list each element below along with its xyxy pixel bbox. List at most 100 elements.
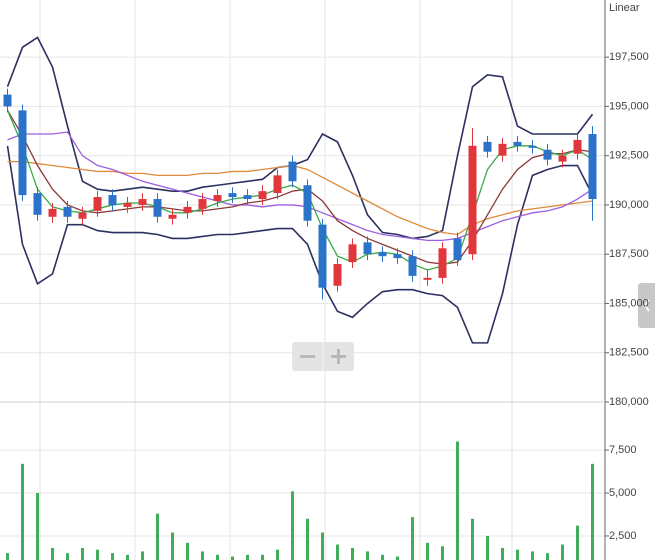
volume-bar: [441, 546, 444, 560]
candle-body: [93, 197, 102, 211]
volume-bar: [471, 518, 474, 560]
candle-body: [183, 206, 192, 213]
volume-bar: [111, 553, 114, 560]
volume-bar: [171, 532, 174, 560]
volume-bar: [96, 549, 99, 560]
indicator-line: [6, 145, 594, 344]
y-tick-label: 192,500: [609, 150, 649, 162]
candle-body: [228, 193, 237, 198]
candle-body: [78, 212, 87, 219]
volume-bar: [516, 549, 519, 560]
candle-body: [138, 199, 147, 205]
volume-bar: [51, 547, 54, 560]
volume-tick-label: 5,000: [609, 487, 637, 499]
candle-body: [453, 238, 462, 261]
y-tick-label: 195,000: [609, 100, 649, 112]
scale-label: Linear: [609, 2, 640, 14]
candle-body: [213, 195, 222, 201]
volume-bar: [6, 553, 9, 560]
candle-body: [18, 110, 27, 196]
vertical-grid: [39, 0, 513, 560]
y-tick-label: 182,500: [609, 347, 649, 359]
side-tab-arrow: [644, 299, 650, 312]
volume-bar: [306, 518, 309, 560]
y-tick-label: 187,500: [609, 248, 649, 260]
candle-body: [393, 254, 402, 259]
side-tab-box[interactable]: [638, 283, 655, 328]
zoom-out[interactable]: [300, 355, 315, 358]
volume-bar: [336, 544, 339, 560]
volume-bar: [186, 542, 189, 560]
volume-bar: [216, 554, 219, 560]
volume-bar: [591, 463, 594, 560]
volume-bar: [486, 535, 489, 560]
candle-body: [423, 277, 432, 280]
volume-bar: [126, 554, 129, 560]
volume-bar: [21, 463, 24, 560]
volume-bar: [231, 556, 234, 560]
indicator-line: [6, 110, 593, 271]
candle-body: [348, 244, 357, 263]
volume-bar: [561, 544, 564, 560]
volume-bar: [456, 441, 459, 560]
y-tick-label: 197,500: [609, 51, 649, 63]
volume-bar: [81, 547, 84, 560]
candle-body: [243, 195, 252, 200]
volume-bar: [366, 551, 369, 560]
candle-body: [408, 256, 417, 276]
candle-body: [153, 199, 162, 217]
volume-bar: [261, 554, 264, 560]
candle-body: [573, 139, 582, 154]
candle-body: [588, 134, 597, 200]
candle-body: [258, 191, 267, 200]
candle-body: [48, 208, 57, 217]
volume-tick-label: 7,500: [609, 444, 637, 456]
candle-body: [498, 143, 507, 156]
indicator-line: [6, 36, 594, 240]
volume-bar: [276, 549, 279, 560]
indicator-line: [7, 131, 593, 242]
y-tick-label: 185,000: [609, 297, 649, 309]
volume-bar: [36, 493, 39, 560]
volume-bar: [381, 554, 384, 560]
volume-bar: [546, 553, 549, 560]
y-tick-label: 190,000: [609, 199, 649, 211]
candle-body: [63, 206, 72, 217]
volume-bar: [141, 551, 144, 560]
candle-body: [483, 141, 492, 152]
volume-bar: [501, 547, 504, 560]
candle-body: [3, 94, 12, 107]
volume-bar: [396, 556, 399, 560]
indicator-line: [6, 110, 593, 265]
indicator-line: [7, 160, 593, 236]
candle-body: [378, 252, 387, 257]
candle-body: [333, 264, 342, 286]
volume-bar: [66, 553, 69, 560]
candle-body: [273, 175, 282, 194]
candle-body: [363, 242, 372, 255]
y-tick-label: 180,000: [609, 396, 649, 408]
candle-body: [558, 155, 567, 162]
candle-body: [438, 248, 447, 278]
volume-bar: [531, 551, 534, 560]
volume-bar: [321, 532, 324, 560]
volume-bar: [246, 554, 249, 560]
marks: [0, 36, 605, 560]
zoom-controls[interactable]: [292, 342, 354, 371]
volume-bar: [291, 491, 294, 560]
volume-tick-label: 2,500: [609, 530, 637, 542]
candle-body: [543, 149, 552, 160]
volume-bar: [156, 513, 159, 560]
candle-body: [288, 161, 297, 182]
volume-bar: [411, 517, 414, 560]
candle-body: [303, 185, 312, 221]
candle-body: [513, 141, 522, 146]
zoom-in-bar: [337, 349, 340, 364]
volume-bar: [351, 547, 354, 560]
volume-bar: [426, 542, 429, 560]
candle-body: [168, 214, 177, 219]
candle-body: [123, 202, 132, 207]
side-tab[interactable]: [638, 283, 655, 328]
volume-bar: [576, 525, 579, 560]
